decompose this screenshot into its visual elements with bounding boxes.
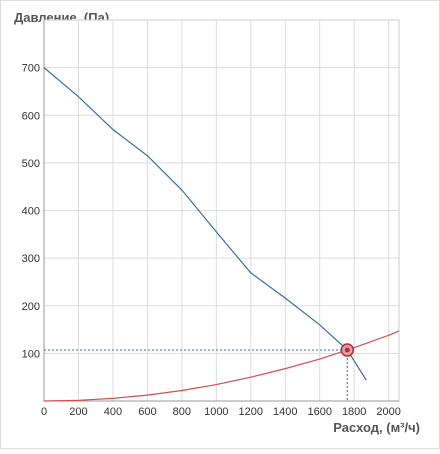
x-tick-label: 0 xyxy=(41,406,47,418)
y-tick-label: 400 xyxy=(22,206,40,218)
x-axis-label: Расход, (м³/ч) xyxy=(333,420,420,435)
x-tick-label: 1000 xyxy=(204,406,228,418)
y-tick-label: 600 xyxy=(22,110,40,122)
series-line xyxy=(43,330,400,402)
operating-point-core xyxy=(344,347,350,353)
x-tick-label: 2000 xyxy=(376,406,400,418)
series-line xyxy=(43,67,367,381)
x-tick-label: 1400 xyxy=(273,406,297,418)
y-tick-label: 700 xyxy=(22,63,40,75)
x-tick-label: 200 xyxy=(69,406,87,418)
x-tick-label: 800 xyxy=(173,406,191,418)
y-tick-label: 100 xyxy=(22,348,40,360)
x-tick-label: 400 xyxy=(104,406,122,418)
x-tick-label: 600 xyxy=(138,406,156,418)
x-tick-label: 1800 xyxy=(342,406,366,418)
x-tick-label: 1200 xyxy=(239,406,263,418)
y-tick-label: 500 xyxy=(22,158,40,170)
y-tick-label: 200 xyxy=(22,301,40,313)
x-tick-label: 1600 xyxy=(307,406,331,418)
y-tick-label: 300 xyxy=(22,253,40,265)
